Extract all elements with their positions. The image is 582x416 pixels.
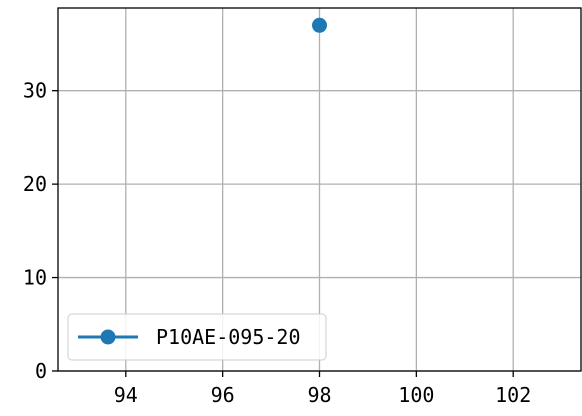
y-tick-label: 10: [23, 266, 47, 290]
x-tick-label: 102: [495, 383, 531, 407]
legend: P10AE-095-20: [67, 313, 327, 361]
data-point: [312, 17, 327, 33]
x-tick-label: 96: [211, 383, 235, 407]
legend-box: [67, 313, 327, 361]
x-tick-label: 98: [307, 383, 331, 407]
x-tick-label: 94: [114, 383, 138, 407]
y-tick-label: 20: [23, 172, 47, 196]
y-tick-label: 30: [23, 79, 47, 103]
legend-label: P10AE-095-20: [156, 325, 301, 349]
x-tick-label: 100: [398, 383, 434, 407]
legend-marker-sample: [100, 329, 116, 345]
series-layer: [312, 17, 327, 33]
y-tick-label: 0: [35, 359, 47, 383]
